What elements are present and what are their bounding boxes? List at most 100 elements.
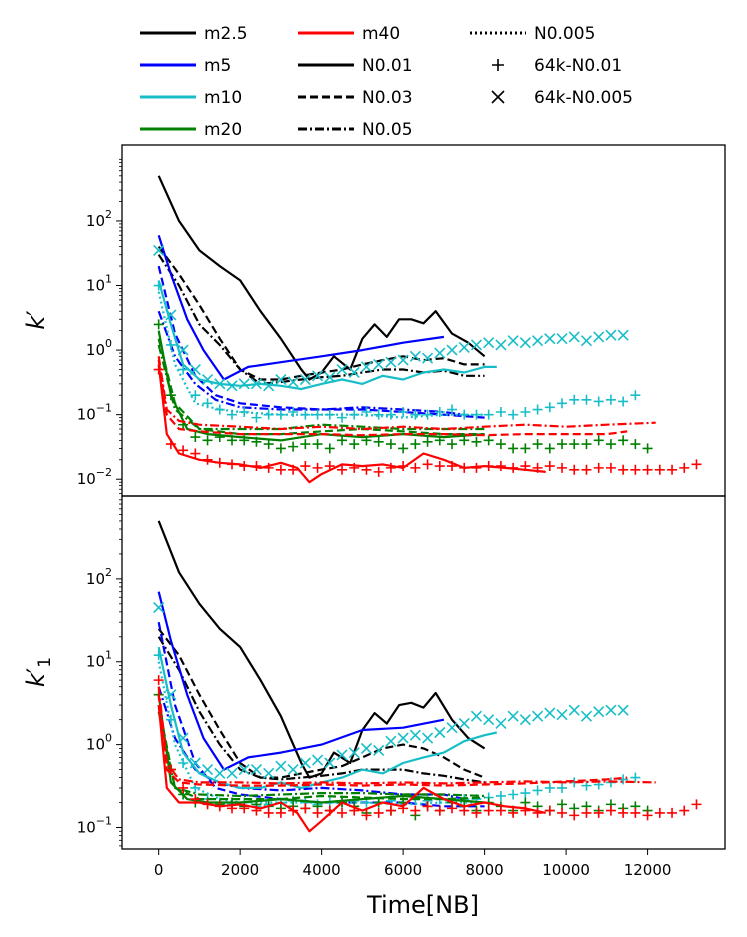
data-point-plus bbox=[275, 464, 286, 475]
data-point-plus bbox=[605, 462, 616, 473]
data-point-plus bbox=[459, 805, 470, 816]
data-point-x bbox=[556, 333, 568, 345]
data-point-plus bbox=[165, 764, 176, 775]
data-point-x bbox=[409, 729, 421, 741]
series-m5-n0-01-bottom bbox=[157, 591, 445, 771]
data-point-x bbox=[397, 354, 409, 366]
data-point-plus bbox=[324, 443, 335, 454]
data-point-plus bbox=[691, 459, 702, 470]
data-point-plus bbox=[459, 462, 470, 473]
data-point-plus bbox=[251, 805, 262, 816]
data-point-plus bbox=[300, 803, 311, 814]
data-point-x bbox=[324, 757, 336, 769]
data-point-plus bbox=[667, 807, 678, 818]
data-point-plus bbox=[630, 772, 641, 783]
data-point-plus bbox=[557, 398, 568, 409]
data-point-plus bbox=[495, 461, 506, 472]
data-point-plus bbox=[605, 394, 616, 405]
data-point-x bbox=[507, 335, 519, 347]
data-point-x bbox=[360, 361, 373, 373]
data-point-plus bbox=[520, 443, 531, 454]
data-point-plus bbox=[593, 807, 604, 818]
data-point-plus bbox=[532, 807, 543, 818]
data-point-plus bbox=[569, 439, 580, 450]
data-point-plus bbox=[532, 462, 543, 473]
data-point-plus bbox=[581, 464, 592, 475]
legend-entry-m10: m10 bbox=[140, 88, 242, 108]
data-point-plus bbox=[263, 439, 274, 450]
legend-label: N0.05 bbox=[362, 120, 413, 140]
data-point-plus bbox=[483, 461, 494, 472]
data-point-plus bbox=[337, 412, 348, 423]
data-point-plus bbox=[385, 805, 396, 816]
data-point-x bbox=[617, 704, 629, 716]
data-point-x bbox=[544, 707, 556, 719]
data-point-plus bbox=[251, 412, 262, 423]
series-m5-n0-01-top bbox=[157, 234, 445, 381]
series-m20-n0-03-bottom bbox=[157, 704, 485, 801]
series-m2-5-n0-01-bottom bbox=[157, 520, 486, 779]
data-point-plus bbox=[349, 805, 360, 816]
data-point-x bbox=[287, 763, 299, 776]
data-point-plus bbox=[361, 435, 372, 446]
data-point-plus bbox=[605, 439, 616, 450]
data-point-plus bbox=[557, 439, 568, 450]
data-point-plus bbox=[569, 464, 580, 475]
data-point-plus bbox=[214, 801, 225, 812]
data-point-plus bbox=[532, 404, 543, 415]
panel-k1-prime: 10−1 100 101 102 k′1 bbox=[22, 495, 726, 850]
y-tick-label-top: 10−2 bbox=[77, 466, 112, 488]
data-point-plus bbox=[495, 790, 506, 801]
data-point-plus bbox=[165, 339, 176, 350]
data-point-x bbox=[580, 335, 593, 347]
data-point-plus bbox=[618, 464, 629, 475]
series-m10-n0-005-top bbox=[157, 291, 485, 419]
data-point-plus bbox=[312, 462, 323, 473]
data-point-plus bbox=[679, 805, 690, 816]
data-point-plus bbox=[202, 454, 213, 465]
data-point-plus bbox=[190, 448, 201, 459]
data-point-plus bbox=[165, 714, 176, 725]
data-point-plus bbox=[434, 805, 445, 816]
series-m5-n0-05-top bbox=[157, 310, 465, 416]
data-point-plus bbox=[251, 436, 262, 447]
data-point-plus bbox=[422, 459, 433, 470]
data-point-x bbox=[238, 378, 250, 390]
data-point-plus bbox=[618, 435, 629, 446]
data-point-plus bbox=[471, 462, 482, 473]
data-point-plus bbox=[349, 439, 360, 450]
data-point-plus bbox=[483, 435, 494, 446]
data-point-plus bbox=[153, 650, 164, 661]
data-point-plus bbox=[410, 805, 421, 816]
data-point-x bbox=[556, 709, 568, 721]
data-point-x bbox=[446, 722, 458, 734]
series-m10-n0-01-top bbox=[157, 280, 497, 391]
data-point-plus bbox=[483, 409, 494, 420]
data-point-plus bbox=[239, 435, 250, 446]
data-point-x bbox=[495, 717, 507, 730]
data-point-plus bbox=[288, 406, 299, 417]
data-point-plus bbox=[459, 435, 470, 446]
data-point-plus bbox=[593, 462, 604, 473]
data-point-plus bbox=[288, 464, 299, 475]
series-m40-64k-n0-01-top bbox=[153, 364, 702, 477]
data-point-plus bbox=[471, 807, 482, 818]
data-point-x bbox=[470, 710, 483, 722]
data-point-x bbox=[422, 732, 434, 744]
data-point-plus bbox=[239, 406, 250, 417]
series-m40-n0-05-bottom bbox=[157, 686, 656, 785]
data-point-x bbox=[189, 363, 201, 376]
data-point-plus bbox=[434, 461, 445, 472]
data-point-x bbox=[617, 329, 629, 341]
legend-entry-m20: m20 bbox=[140, 120, 242, 140]
data-point-x bbox=[373, 358, 385, 370]
data-point-x bbox=[519, 337, 531, 349]
legend-entry-n0-03: N0.03 bbox=[298, 88, 413, 108]
data-point-plus bbox=[630, 464, 641, 475]
data-point-x bbox=[397, 732, 409, 744]
series-m20-n0-01-top bbox=[157, 330, 485, 442]
data-point-x bbox=[263, 767, 275, 779]
data-point-plus bbox=[263, 462, 274, 473]
data-point-x bbox=[226, 380, 238, 392]
series-m2-5-n0-03-bottom bbox=[157, 628, 486, 779]
